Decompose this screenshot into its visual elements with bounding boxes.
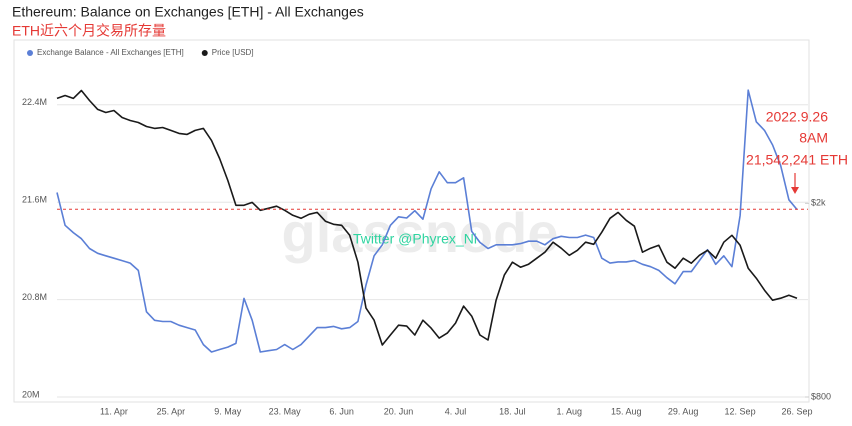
x-tick-label: 23. May: [269, 406, 302, 416]
y-tick-label: 20.8M: [22, 292, 47, 302]
annotation-text: 8AM: [799, 130, 828, 146]
x-tick-label: 12. Sep: [725, 406, 756, 416]
legend-label: Price [USD]: [212, 48, 254, 57]
x-tick-label: 11. Apr: [100, 406, 128, 416]
chart-title: Ethereum: Balance on Exchanges [ETH] - A…: [12, 4, 364, 20]
x-tick-label: 29. Aug: [668, 406, 699, 416]
plot-frame: [13, 39, 810, 403]
legend-swatch: [27, 50, 33, 56]
y2-tick-label: $800: [811, 391, 831, 401]
credit: Twitter @Phyrex_Ni: [353, 231, 477, 247]
x-tick-label: 20. Jun: [384, 406, 414, 416]
x-tick-label: 1. Aug: [557, 406, 583, 416]
x-tick-label: 9. May: [214, 406, 242, 416]
x-tick-label: 26. Sep: [781, 406, 812, 416]
x-tick-label: 4. Jul: [445, 406, 467, 416]
annotation-text: 21,542,241 ETH: [746, 152, 848, 168]
legend-label: Exchange Balance - All Exchanges [ETH]: [37, 48, 184, 57]
x-tick-label: 25. Apr: [157, 406, 186, 416]
watermark: glassnode: [282, 201, 559, 264]
x-tick-label: 15. Aug: [611, 406, 642, 416]
annotation-arrowhead: [791, 187, 799, 194]
annotation-text: 2022.9.26: [766, 109, 828, 125]
y-tick-label: 21.6M: [22, 195, 47, 205]
y-tick-label: 20M: [22, 389, 40, 399]
series-line: [56, 89, 798, 353]
y-tick-label: 22.4M: [22, 97, 47, 107]
x-tick-label: 6. Jun: [329, 406, 354, 416]
legend-swatch: [201, 50, 208, 56]
chart-subtitle: ETH近六个月交易所存量: [12, 23, 166, 39]
x-tick-label: 18. Jul: [499, 406, 526, 416]
series-line: [56, 89, 798, 346]
y2-tick-label: $2k: [811, 198, 826, 208]
